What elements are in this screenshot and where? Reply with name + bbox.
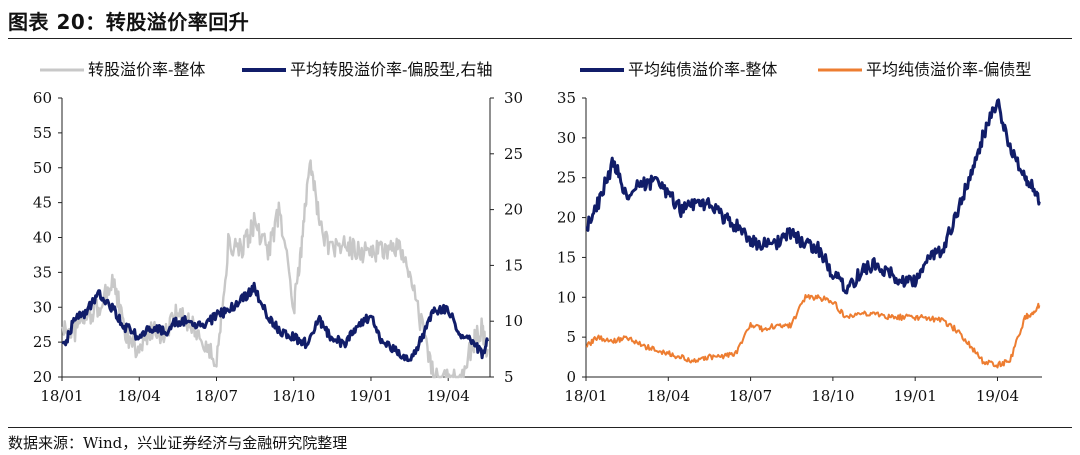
y2-tick-label: 5 [504,368,514,386]
y-tick-label: 35 [33,263,52,281]
y-tick-label: 55 [33,124,52,142]
series-line-1 [585,294,1041,369]
series-line-0 [585,98,1041,295]
y-tick-label: 25 [33,333,52,351]
right-chart: 0 5 10 15 20 25 30 35 18/01 18/04 18/07 18/10 19/01 1… [557,60,1042,405]
y-tick-label: 5 [566,328,576,346]
y2-tick-label: 25 [504,145,523,163]
y2-tick-label: 10 [504,312,523,330]
x-tick-label: 18/07 [729,387,772,405]
left-chart: 20 25 30 35 40 45 50 55 60 5 10 15 20 25 30 18/01 18/04 1… [33,60,523,405]
legend-label: 平均转股溢价率-偏股型,右轴 [290,60,493,79]
x-tick-label: 18/10 [272,387,315,405]
y-tick-label: 60 [33,89,52,107]
y-tick-label: 15 [557,248,576,266]
y2-tick-label: 20 [504,201,523,219]
x-tick-label: 18/01 [564,387,607,405]
x-tick-label: 19/01 [894,387,937,405]
x-tick-label: 18/01 [40,387,83,405]
source-rule [8,427,1072,428]
series-line-0 [61,159,489,379]
y-tick-label: 20 [33,368,52,386]
legend-label: 平均纯债溢价率-偏债型 [866,60,1031,79]
y-tick-label: 35 [557,89,576,107]
x-tick-label: 18/10 [811,387,854,405]
y-tick-label: 30 [557,129,576,147]
y-tick-label: 20 [557,209,576,227]
x-tick-label: 19/04 [427,387,470,405]
x-tick-label: 18/04 [647,387,690,405]
title-rule [8,38,1072,39]
figure-title: 图表 20：转股溢价率回升 [8,10,250,34]
y-tick-label: 30 [33,298,52,316]
x-tick-label: 18/07 [195,387,238,405]
y-tick-label: 0 [566,368,576,386]
y-tick-label: 50 [33,159,52,177]
y2-tick-label: 15 [504,256,523,274]
x-tick-label: 19/01 [349,387,392,405]
x-tick-label: 18/04 [118,387,161,405]
source-note: 数据来源：Wind，兴业证券经济与金融研究院整理 [8,434,348,452]
y2-tick-label: 30 [504,89,523,107]
legend-label: 转股溢价率-整体 [88,60,205,79]
legend-label: 平均纯债溢价率-整体 [628,60,777,79]
y-tick-label: 40 [33,229,52,247]
x-tick-label: 19/04 [976,387,1019,405]
y-tick-label: 25 [557,169,576,187]
y-tick-label: 45 [33,194,52,212]
series-line-1 [61,281,489,363]
y-tick-label: 10 [557,288,576,306]
